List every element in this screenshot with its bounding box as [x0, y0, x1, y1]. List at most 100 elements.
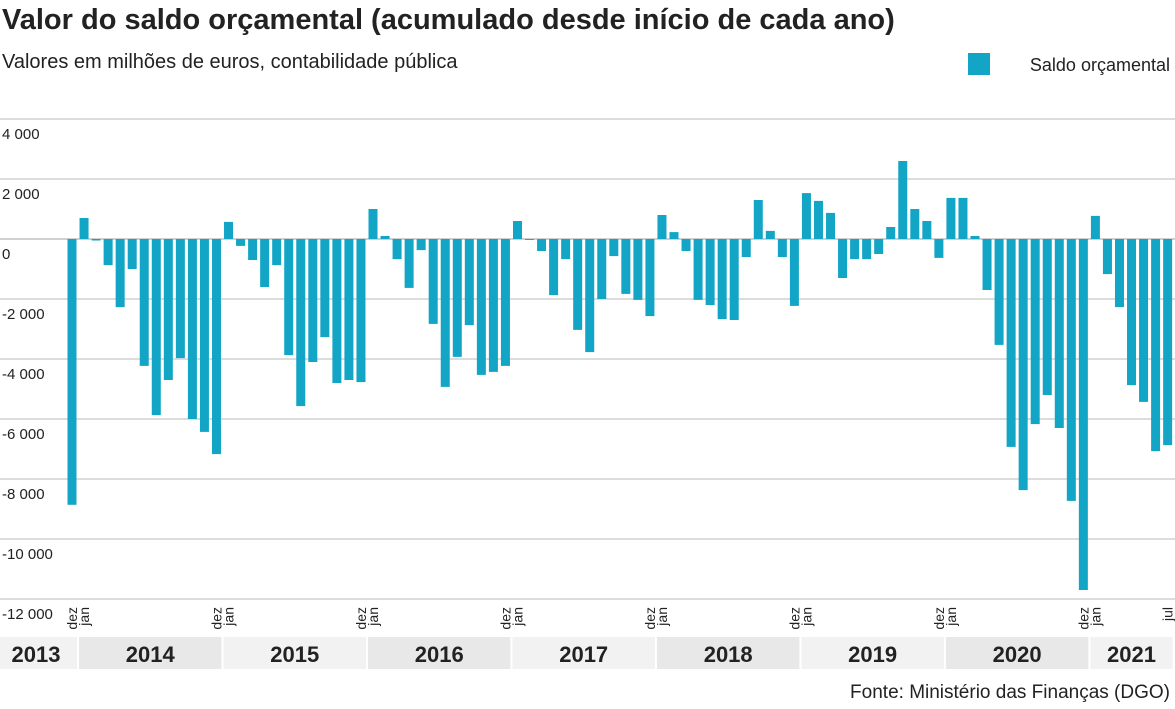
bar [224, 221, 234, 239]
bar [994, 239, 1004, 345]
bar [1151, 239, 1161, 452]
bar [886, 227, 896, 239]
bar [838, 239, 848, 278]
bar [344, 239, 354, 380]
year-label: 2021 [1107, 642, 1156, 667]
bar [910, 209, 920, 239]
bar [500, 239, 510, 366]
bar [127, 239, 137, 269]
bar [729, 239, 739, 320]
bar [549, 239, 559, 296]
bar [512, 221, 522, 239]
bar [1163, 239, 1173, 446]
x-tick-label: jan [76, 607, 92, 627]
bar [1127, 239, 1137, 386]
x-tick-label: dez [642, 607, 658, 630]
bar [609, 239, 619, 257]
bar [741, 239, 751, 257]
bar [440, 239, 450, 387]
x-tick-label: jan [509, 607, 525, 627]
bar [789, 239, 799, 306]
year-band [223, 637, 366, 669]
source: Fonte: Ministério das Finanças (DGO) [850, 682, 1170, 703]
x-tick-label: dez [786, 607, 802, 630]
bar [669, 232, 679, 239]
bar [1139, 239, 1149, 402]
y-tick-label: 0 [2, 246, 10, 263]
bar [103, 239, 113, 266]
bar [368, 209, 378, 239]
y-tick-label: -2 000 [2, 306, 45, 323]
bar [332, 239, 342, 383]
x-tick-label: jan [654, 607, 670, 627]
year-band [945, 637, 1089, 669]
bar [272, 239, 282, 266]
bar [1006, 239, 1016, 447]
bar [801, 193, 811, 239]
bar [1042, 239, 1052, 395]
x-tick-label: dez [353, 607, 369, 630]
x-tick-label: dez [1075, 607, 1091, 630]
year-band [367, 637, 511, 669]
legend-label: Saldo orçamental [1030, 55, 1170, 75]
year-band [79, 637, 222, 669]
bar [1054, 239, 1064, 428]
bar [597, 239, 607, 299]
x-tick-label: jan [798, 607, 814, 627]
bar [452, 239, 462, 357]
legend-swatch [968, 53, 990, 75]
bar [573, 239, 583, 330]
bar [922, 221, 932, 239]
bar [67, 239, 77, 505]
bar [621, 239, 631, 294]
bar [862, 239, 872, 260]
bar [1030, 239, 1040, 425]
bar [1102, 239, 1112, 275]
x-tick-label: jan [1087, 607, 1103, 627]
bar [380, 236, 390, 239]
bar [970, 236, 980, 239]
bar [657, 215, 667, 239]
x-tick-label: jan [943, 607, 959, 627]
y-tick-label: -8 000 [2, 486, 45, 503]
bar [404, 239, 414, 288]
bar [236, 239, 246, 246]
bar [813, 200, 823, 239]
bar [874, 239, 884, 254]
year-label: 2020 [993, 642, 1042, 667]
bar [115, 239, 125, 308]
bar [428, 239, 438, 324]
bar [139, 239, 149, 366]
bar [175, 239, 185, 359]
bar [525, 239, 535, 240]
bar [416, 239, 426, 251]
bar [392, 239, 402, 260]
bar [753, 200, 763, 239]
bar [537, 239, 547, 251]
bar [320, 239, 330, 338]
bar [260, 239, 270, 287]
x-tick-label: jan [221, 607, 237, 627]
bar [151, 239, 161, 416]
bar [1066, 239, 1076, 501]
year-label: 2014 [126, 642, 176, 667]
bar [1114, 239, 1124, 308]
bar [934, 239, 944, 258]
bar [633, 239, 643, 300]
bar [248, 239, 258, 260]
year-label: 2013 [12, 642, 61, 667]
bar [645, 239, 655, 317]
bar [356, 239, 366, 383]
year-label: 2019 [848, 642, 897, 667]
y-tick-label: 2 000 [2, 186, 40, 203]
bar [958, 197, 968, 239]
chart-subtitle: Valores em milhões de euros, contabilida… [2, 51, 458, 73]
bar [765, 230, 775, 239]
year-band [801, 637, 944, 669]
y-tick-label: 4 000 [2, 126, 40, 143]
year-band [0, 637, 78, 669]
bar [946, 197, 956, 239]
bar [777, 239, 787, 257]
bar [199, 239, 209, 432]
bar [561, 239, 571, 260]
